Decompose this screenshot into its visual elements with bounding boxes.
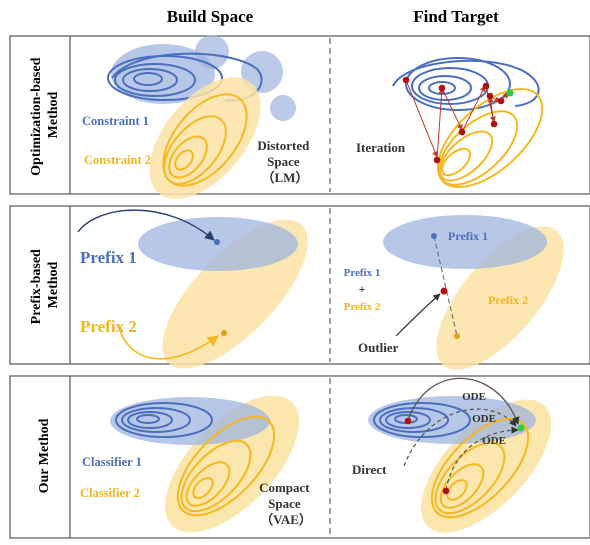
ode-path-solid [407, 377, 520, 425]
label-ode-2: ODE [472, 413, 496, 425]
ours-target-point [517, 424, 525, 432]
target-point [506, 89, 514, 97]
label-iteration: Iteration [356, 140, 406, 155]
label-combo-plus: + [359, 282, 366, 296]
row-prefix-frame [9, 205, 590, 365]
row-prefix-label: Prefix-based Method [29, 246, 61, 325]
label-ode-1: ODE [462, 391, 486, 403]
label-constraint-1: Constraint 1 [82, 114, 149, 128]
prefix-find-target: Prefix 1 Prefix 2 Prefix 1 + Prefix 2 Ou… [344, 215, 564, 370]
row-optimization-label: Optimization-based Method [29, 54, 61, 176]
row-optimization: Optimization-based Method Constraint 1 C… [9, 35, 590, 199]
label-classifier-2: Classifier 2 [80, 486, 140, 500]
label-ode-3: ODE [482, 435, 506, 447]
label-outlier: Outlier [358, 340, 399, 355]
label-target-prefix-1: Prefix 1 [448, 229, 488, 243]
row-our-method-label: Our Method [37, 418, 52, 493]
prefix-build-space: Prefix 1 Prefix 2 [77, 209, 308, 369]
ours-find-target: ODE ODE ODE Direct [352, 377, 552, 533]
row-optimization-frame [9, 35, 590, 195]
label-combo-prefix-1: Prefix 1 [344, 267, 381, 279]
label-classifier-1: Classifier 1 [82, 455, 142, 469]
row-our-method: Our Method Classifier 1 Classifier 2 Com… [9, 375, 590, 539]
label-compact-space: Compact Space （VAE） [259, 480, 313, 527]
ours-build-space: Classifier 1 Classifier 2 Compact Space … [80, 395, 313, 533]
label-constraint-2: Constraint 2 [84, 153, 151, 167]
outlier-point [440, 287, 448, 295]
row-our-method-frame [9, 375, 590, 539]
label-target-prefix-2: Prefix 2 [488, 293, 528, 307]
header-build-space: Build Space [167, 7, 254, 26]
label-distorted-space: Distorted Space （LM） [257, 138, 312, 185]
label-prefix-1: Prefix 1 [80, 248, 137, 267]
label-combo-prefix-2: Prefix 2 [344, 301, 381, 313]
label-prefix-2: Prefix 2 [80, 317, 137, 336]
row-prefix: Prefix-based Method Prefix 1 Prefix 2 Pr… [9, 205, 590, 370]
ode-path-dashed-2 [445, 426, 519, 491]
optimization-build-space: Constraint 1 Constraint 2 Distorted Spac… [82, 35, 312, 199]
header-find-target: Find Target [413, 7, 499, 26]
ode-path-dashed-1 [403, 408, 517, 467]
label-direct: Direct [352, 462, 387, 477]
iteration-points [402, 76, 505, 164]
optimization-find-target: Iteration [356, 57, 544, 188]
iteration-arrows [405, 79, 510, 161]
